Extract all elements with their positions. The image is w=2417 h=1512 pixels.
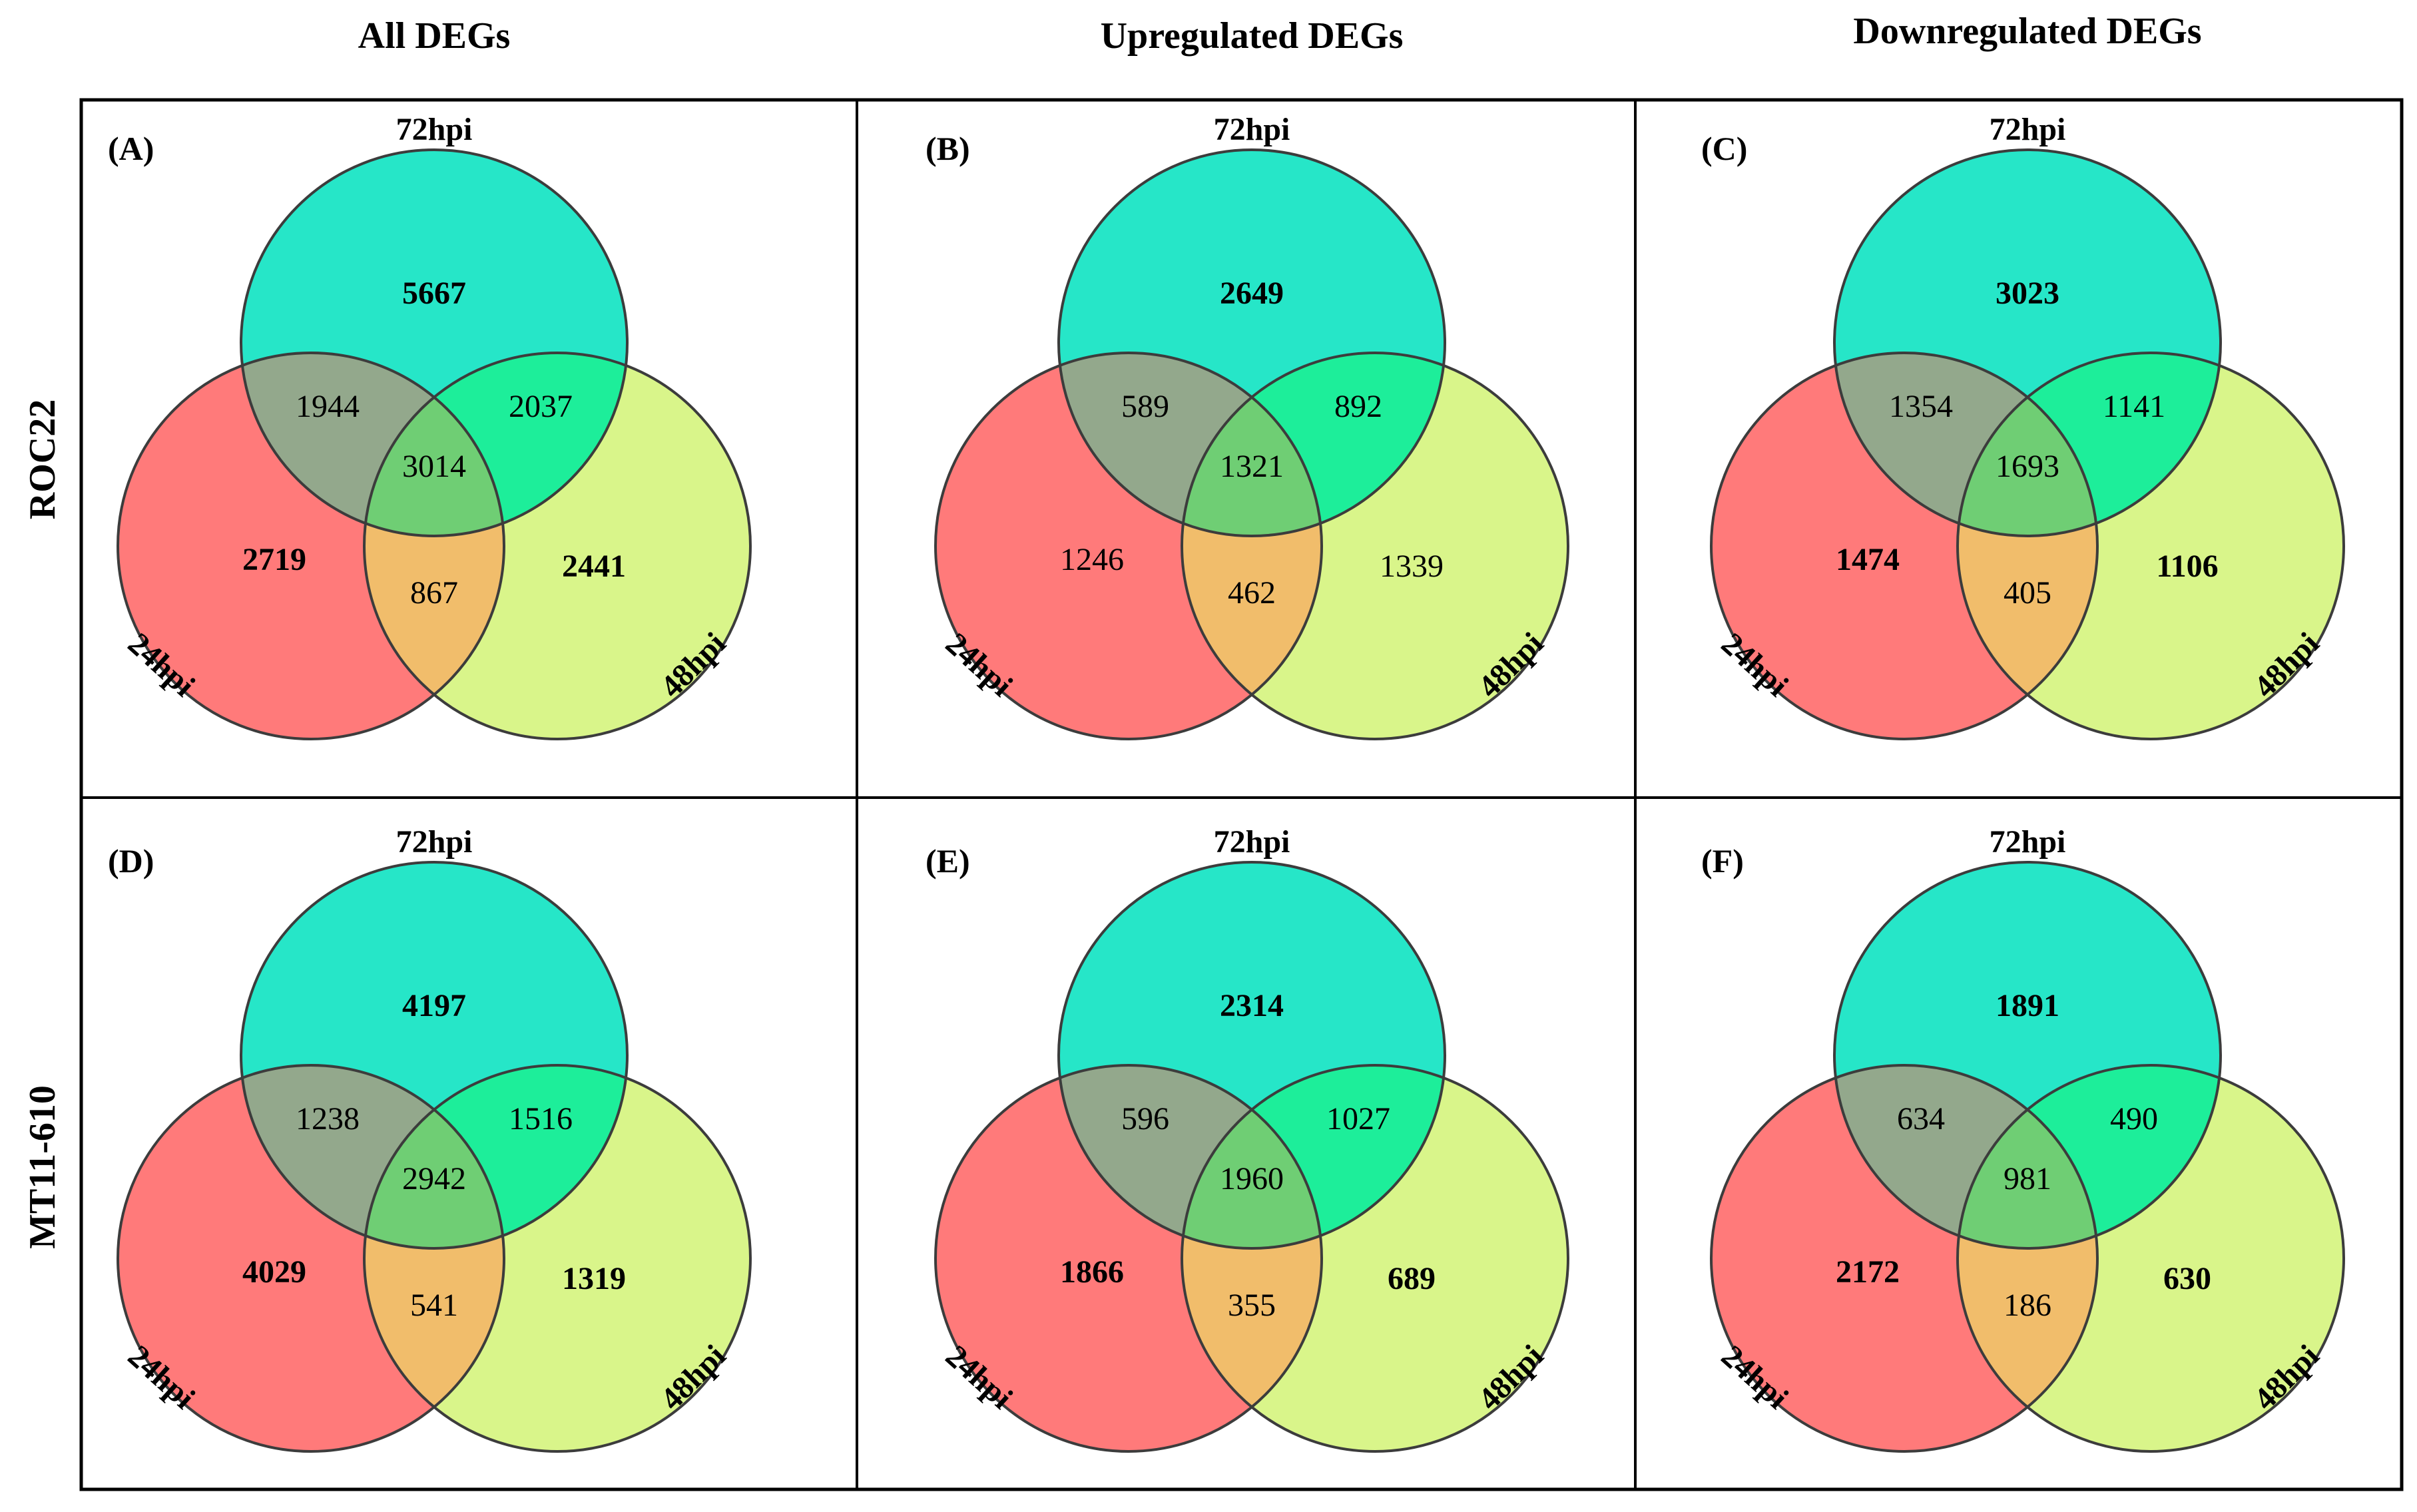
- circle-outline-f-0: [1710, 1064, 2099, 1453]
- count-center-a: 3014: [402, 449, 466, 484]
- count-left-top-d: 1238: [296, 1101, 360, 1136]
- column-title-all: All DEGs: [358, 15, 511, 57]
- panel-label-f: (F): [1701, 842, 1744, 880]
- count-left-d: 4029: [242, 1254, 306, 1290]
- count-left-f: 2172: [1836, 1254, 1900, 1290]
- count-center-d: 2942: [402, 1161, 466, 1196]
- count-right-a: 2441: [562, 549, 626, 584]
- count-left-top-a: 1944: [296, 389, 360, 424]
- count-top-f: 1891: [1996, 988, 2059, 1023]
- set-label-72hpi-d: 72hpi: [396, 824, 473, 860]
- count-left-right-f: 186: [2004, 1288, 2051, 1323]
- row-title-roc22: ROC22: [22, 399, 63, 519]
- overlap-24-72-b: [1059, 353, 1322, 536]
- count-top-right-e: 1027: [1326, 1101, 1390, 1136]
- circle-outline-e-1: [1181, 1064, 1569, 1453]
- count-top-right-a: 2037: [509, 389, 573, 424]
- circle-outline-b-0: [934, 352, 1323, 740]
- count-left-top-e: 596: [1121, 1101, 1169, 1136]
- count-top-right-c: 1141: [2103, 389, 2165, 424]
- circle-outline-b-1: [1181, 352, 1569, 740]
- circle-outline-f-1: [1956, 1064, 2345, 1453]
- count-center-b: 1321: [1220, 449, 1284, 484]
- count-top-b: 2649: [1220, 276, 1284, 311]
- count-left-right-e: 355: [1228, 1288, 1276, 1323]
- panel-label-e: (E): [926, 842, 970, 880]
- count-right-e: 689: [1388, 1261, 1436, 1296]
- column-title-down: Downregulated DEGs: [1853, 11, 2201, 52]
- set-label-72hpi-f: 72hpi: [1990, 824, 2066, 860]
- count-center-f: 981: [2004, 1161, 2051, 1196]
- count-right-b: 1339: [1380, 549, 1444, 584]
- count-left-top-c: 1354: [1889, 389, 1953, 424]
- circle-outline-e-2: [1057, 861, 1446, 1250]
- overlap-24-72-e: [1059, 1065, 1322, 1248]
- count-top-right-f: 490: [2110, 1101, 2158, 1136]
- panel-label-d: (D): [108, 842, 154, 880]
- count-left-a: 2719: [242, 542, 306, 577]
- circle-outline-c-2: [1833, 148, 2222, 537]
- overlap-24-72-a: [241, 353, 504, 536]
- count-left-c: 1474: [1836, 542, 1900, 577]
- count-top-d: 4197: [402, 988, 466, 1023]
- count-right-f: 630: [2163, 1261, 2211, 1296]
- count-top-a: 5667: [402, 276, 466, 311]
- count-top-e: 2314: [1220, 988, 1284, 1023]
- count-right-d: 1319: [562, 1261, 626, 1296]
- circle-outline-b-2: [1057, 148, 1446, 537]
- count-left-top-b: 589: [1121, 389, 1169, 424]
- count-left-e: 1866: [1060, 1254, 1124, 1290]
- circle-outline-f-2: [1833, 861, 2222, 1250]
- count-top-right-b: 892: [1334, 389, 1382, 424]
- circle-outline-a-0: [117, 352, 505, 740]
- panel-label-a: (A): [108, 130, 154, 167]
- row-title-mt11-610: MT11-610: [22, 1085, 63, 1249]
- overlap-24-72-c: [1834, 353, 2097, 536]
- grid-frame: [79, 98, 2404, 1491]
- circle-outline-d-1: [363, 1064, 752, 1453]
- set-label-72hpi-a: 72hpi: [396, 112, 473, 147]
- count-left-top-f: 634: [1897, 1101, 1945, 1136]
- circle-outline-a-1: [363, 352, 752, 740]
- circle-outline-d-0: [117, 1064, 505, 1453]
- count-left-right-d: 541: [410, 1288, 458, 1323]
- circle-outline-d-2: [240, 861, 629, 1250]
- count-left-right-b: 462: [1228, 575, 1276, 611]
- circle-outline-e-0: [934, 1064, 1323, 1453]
- circle-outline-c-0: [1710, 352, 2099, 740]
- set-label-72hpi-e: 72hpi: [1214, 824, 1290, 860]
- set-label-72hpi-b: 72hpi: [1214, 112, 1290, 147]
- count-left-right-a: 867: [410, 575, 458, 611]
- circle-outline-a-2: [240, 148, 629, 537]
- count-center-e: 1960: [1220, 1161, 1284, 1196]
- overlap-24-72-d: [241, 1065, 504, 1248]
- count-right-c: 1106: [2156, 549, 2218, 584]
- count-top-c: 3023: [1996, 276, 2059, 311]
- count-left-b: 1246: [1060, 542, 1124, 577]
- panel-label-c: (C): [1701, 130, 1747, 167]
- panel-label-b: (B): [926, 130, 970, 167]
- count-left-right-c: 405: [2004, 575, 2051, 611]
- column-title-up: Upregulated DEGs: [1101, 15, 1404, 57]
- count-center-c: 1693: [1996, 449, 2059, 484]
- overlap-24-72-f: [1834, 1065, 2097, 1248]
- count-top-right-d: 1516: [509, 1101, 573, 1136]
- circle-outline-c-1: [1956, 352, 2345, 740]
- set-label-72hpi-c: 72hpi: [1990, 112, 2066, 147]
